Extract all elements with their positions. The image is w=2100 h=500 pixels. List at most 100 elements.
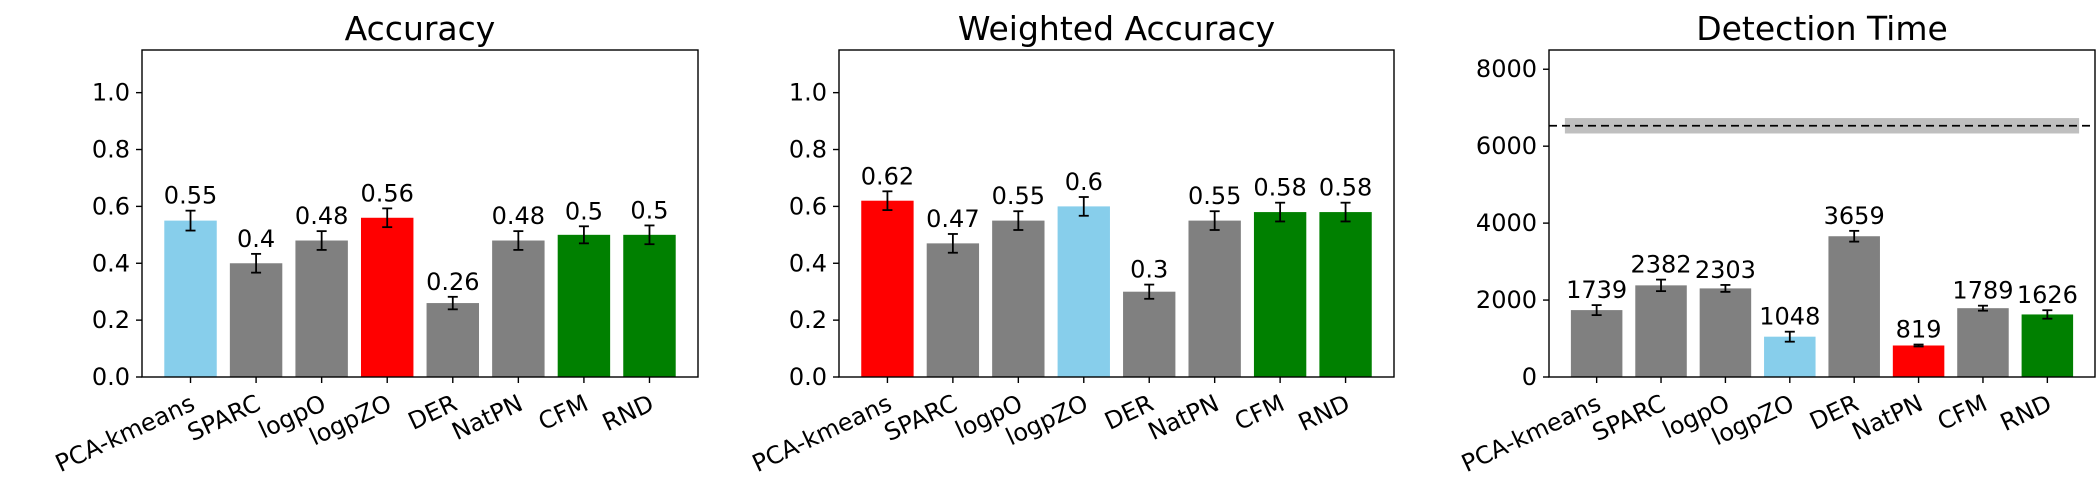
error-bar xyxy=(1013,210,1024,231)
data-label: 0.48 xyxy=(492,202,545,230)
data-label: 0.56 xyxy=(360,179,413,207)
error-bar xyxy=(1977,304,1988,312)
x-tick-label: PCA-kmeans xyxy=(1457,389,1605,478)
y-tick-label: 0.6 xyxy=(789,192,827,220)
y-tick-label: 1.0 xyxy=(92,79,130,107)
data-label: 1626 xyxy=(2017,281,2078,309)
x-tick-label: NatPN xyxy=(1144,389,1223,446)
y-tick-label: 6000 xyxy=(1476,132,1537,160)
error-bar xyxy=(185,209,196,232)
data-label: 0.55 xyxy=(992,182,1045,210)
error-bar xyxy=(882,190,893,211)
bar-logpzo xyxy=(1057,206,1110,377)
bar-cfm xyxy=(1957,308,2009,377)
bar-logpzo xyxy=(1764,336,1816,377)
error-bar xyxy=(1913,343,1924,348)
error-bar xyxy=(1078,196,1089,217)
x-tick-label: CFM xyxy=(1230,389,1288,436)
bar-natpn xyxy=(1892,345,1945,377)
bar-natpn xyxy=(492,240,545,377)
bar-pca-kmeans xyxy=(861,200,914,377)
y-tick-label: 0.4 xyxy=(789,249,827,277)
y-tick-label: 0.4 xyxy=(92,249,130,277)
data-label: 0.6 xyxy=(1065,168,1103,196)
bar-der xyxy=(1123,291,1176,377)
bar-pca-kmeans xyxy=(164,220,217,377)
data-label: 0.3 xyxy=(1130,256,1168,284)
x-tick-label: SPARC xyxy=(1588,389,1669,447)
error-bar xyxy=(644,224,655,246)
x-tick-label: CFM xyxy=(1933,389,1991,436)
bar-logpo xyxy=(295,240,348,377)
data-label: 0.55 xyxy=(164,182,217,210)
bar-sparc xyxy=(926,243,980,377)
bar-pca-kmeans xyxy=(1570,310,1623,377)
bar-rnd xyxy=(1319,212,1372,377)
bar-rnd xyxy=(2021,314,2074,377)
error-bar xyxy=(1849,229,1860,243)
y-tick-label: 0 xyxy=(1522,363,1537,391)
bar-rnd xyxy=(623,234,676,377)
x-tick-label: NatPN xyxy=(448,389,527,446)
chart-title: Detection Time xyxy=(1696,9,1948,48)
plot-frame xyxy=(1548,49,2096,378)
error-bar xyxy=(316,230,327,251)
x-tick-label: SPARC xyxy=(183,389,264,447)
x-tick-label: RND xyxy=(1996,389,2056,437)
bar-logpo xyxy=(1699,288,1752,377)
x-tick-label: SPARC xyxy=(880,389,961,447)
x-tick-label: RND xyxy=(598,389,658,437)
data-label: 0.55 xyxy=(1188,182,1241,210)
bar-cfm xyxy=(557,234,611,377)
error-bar xyxy=(1340,201,1351,223)
bar-der xyxy=(426,303,480,377)
y-tick-label: 1.0 xyxy=(789,79,827,107)
x-tick-label: NatPN xyxy=(1848,389,1927,446)
error-bar xyxy=(1209,210,1220,231)
x-tick-label: CFM xyxy=(534,389,592,436)
bar-logpzo xyxy=(360,217,414,377)
data-label: 0.58 xyxy=(1253,174,1306,202)
y-tick-label: 0.6 xyxy=(92,192,130,220)
data-label: 0.58 xyxy=(1319,174,1372,202)
data-label: 1739 xyxy=(1566,276,1627,304)
y-tick-label: 8000 xyxy=(1476,55,1537,83)
data-label: 2303 xyxy=(1695,256,1756,284)
data-label: 0.4 xyxy=(237,225,275,253)
plot-frame xyxy=(141,49,699,378)
x-tick-label: PCA-kmeans xyxy=(51,389,199,478)
plot-frame xyxy=(838,49,1395,378)
data-label: 0.47 xyxy=(926,205,979,233)
y-tick-label: 0.8 xyxy=(789,136,827,164)
data-label: 0.62 xyxy=(861,162,914,190)
data-label: 0.26 xyxy=(426,268,479,296)
error-bar xyxy=(447,295,458,311)
data-label: 1789 xyxy=(1952,277,2013,305)
error-bar xyxy=(947,233,958,254)
chart-title: Weighted Accuracy xyxy=(958,9,1275,48)
y-tick-label: 2000 xyxy=(1476,286,1537,314)
bar-natpn xyxy=(1188,220,1241,377)
chart-title: Accuracy xyxy=(345,9,496,48)
y-tick-label: 4000 xyxy=(1476,209,1537,237)
y-tick-label: 0.8 xyxy=(92,136,130,164)
y-tick-label: 0.2 xyxy=(789,306,827,334)
error-bar xyxy=(578,225,589,245)
bar-sparc xyxy=(229,263,283,377)
y-tick-label: 0.0 xyxy=(789,363,827,391)
chart-panel-1: Accuracy 0.55 0.4 0.48 0.56 0.26 0.48 0.5 0.5 0.0… xyxy=(51,9,699,478)
x-tick-label: PCA-kmeans xyxy=(748,389,896,478)
chart-panel-2: Weighted Accuracy 0.62 0.47 0.55 0.6 0.3 0.55 0… xyxy=(748,9,1395,478)
y-tick-label: 0.0 xyxy=(92,363,130,391)
data-label: 1048 xyxy=(1759,303,1820,331)
bar-logpo xyxy=(992,220,1045,377)
error-bar xyxy=(251,252,262,274)
bar-der xyxy=(1828,236,1880,377)
error-bar xyxy=(1720,284,1731,293)
data-label: 0.48 xyxy=(295,202,348,230)
error-bar xyxy=(382,207,393,229)
error-bar xyxy=(1275,201,1286,223)
error-bar xyxy=(1591,304,1602,317)
